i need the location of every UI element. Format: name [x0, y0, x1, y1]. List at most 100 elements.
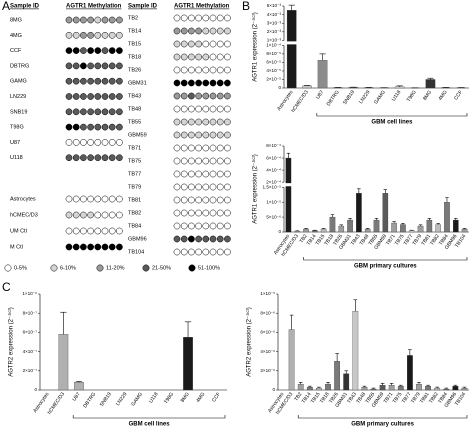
- methylation-dot: [72, 77, 80, 85]
- methylation-dot: [108, 154, 116, 162]
- sample-id: TB77: [128, 171, 141, 177]
- methylation-dot: [202, 196, 210, 204]
- x-tick-label: U118: [391, 89, 403, 102]
- methylation-dot: [195, 235, 202, 243]
- methylation-dot: [195, 209, 202, 217]
- methylation-dot: [209, 53, 217, 61]
- methylation-dot: [202, 66, 210, 74]
- methylation-dot: [188, 170, 195, 178]
- methylation-dot: [216, 209, 224, 217]
- x-tick-label: GAMG: [373, 89, 387, 105]
- methylation-dot: [72, 123, 80, 131]
- methylation-dot: [116, 108, 123, 116]
- methylation-dot: [116, 47, 123, 54]
- methylation-dot: [101, 211, 109, 219]
- x-tick-label: TB18: [323, 233, 335, 246]
- bar: [288, 329, 295, 391]
- methylation-dot: [65, 47, 73, 54]
- methylation-dot: [94, 139, 102, 146]
- methylation-dot: [202, 170, 210, 178]
- methylation-dot: [188, 183, 195, 191]
- methylation-dot: [108, 195, 116, 203]
- methylation-dot: [202, 131, 210, 139]
- methylation-dot: [209, 92, 217, 100]
- methylation-dot: [216, 53, 224, 61]
- methylation-dot: [173, 66, 181, 74]
- methylation-dot: [116, 243, 123, 251]
- methylation-dot: [101, 139, 109, 146]
- bar: [317, 60, 328, 89]
- methylation-dot: [94, 31, 102, 39]
- methylation-dot: [224, 105, 231, 113]
- methylation-dot: [101, 195, 109, 203]
- methylation-dot: [87, 243, 94, 251]
- methylation-dot: [87, 211, 94, 219]
- bar: [394, 86, 405, 89]
- x-tick-label: CCF: [453, 89, 464, 101]
- x-tick-label: TB55: [367, 233, 379, 246]
- x-tick-label: TB2: [293, 391, 303, 402]
- methylation-dot: [72, 62, 80, 70]
- methylation-dot: [195, 40, 202, 48]
- legend-label: 51-100%: [198, 265, 220, 271]
- methylation-dot: [188, 157, 195, 165]
- bar: [306, 386, 313, 391]
- methylation-dot: [216, 105, 224, 113]
- methylation-dot: [202, 209, 210, 217]
- y-tick-label: 2×10⁻⁶: [260, 368, 275, 373]
- column-header: Sample ID: [128, 4, 158, 10]
- bar: [416, 384, 422, 391]
- group-bracket: [297, 415, 468, 419]
- methylation-dot: [195, 131, 202, 139]
- y-tick-label: 6×10⁻⁷: [23, 330, 38, 335]
- group-label: GBM cell lines: [371, 120, 413, 126]
- methylation-dot: [216, 183, 224, 191]
- methylation-dot: [195, 27, 202, 35]
- sample-id: M Ctl: [10, 244, 23, 250]
- methylation-dot: [94, 108, 102, 116]
- x-tick-label: TB77: [401, 391, 413, 404]
- x-tick-label: CCF: [211, 391, 222, 403]
- methylation-dot: [202, 118, 210, 126]
- sample-id: TB48: [128, 106, 141, 112]
- group-bracket: [303, 257, 468, 261]
- y-tick-label: 2×10⁻⁷: [23, 368, 38, 373]
- panel-label: C: [2, 280, 11, 294]
- methylation-dot: [87, 195, 94, 203]
- methylation-dot: [188, 118, 195, 126]
- sample-id: GBM96: [128, 236, 147, 242]
- bar: [325, 384, 331, 391]
- methylation-dot: [173, 131, 181, 139]
- x-tick-label: TB15: [310, 391, 322, 404]
- x-tick-label: TB75: [394, 233, 406, 246]
- y-tick-label: 0: [278, 229, 281, 234]
- sample-id: TB55: [128, 119, 141, 125]
- y-tick-label: 1×10⁻⁶: [22, 291, 37, 296]
- y-tick-label: 4×10⁻³: [267, 12, 282, 17]
- x-tick-label: 4MG: [437, 89, 448, 101]
- methylation-dot: [173, 196, 181, 204]
- y-tick-label: 6×10⁻⁶: [260, 330, 275, 335]
- bar: [417, 225, 424, 233]
- bar: [425, 386, 431, 391]
- methylation-dot: [195, 92, 202, 100]
- x-tick-label: TB77: [403, 233, 415, 246]
- methylation-dot: [72, 16, 80, 24]
- methylation-dot: [209, 235, 217, 243]
- group-label: GBM primary cultures: [354, 264, 417, 270]
- bar: [407, 355, 413, 391]
- methylation-dot: [180, 79, 188, 87]
- methylation-dot: [108, 123, 116, 131]
- methylation-dot: [72, 227, 80, 235]
- methylation-dot: [173, 209, 181, 217]
- legend-label: 21-50%: [152, 265, 171, 271]
- sample-id: U118: [10, 155, 23, 161]
- bar: [434, 387, 441, 391]
- panel-label: A: [2, 0, 10, 13]
- methylation-dot: [180, 144, 188, 152]
- y-axis-label: AGTR1 expression (2⁻ᐞᶜᵗ): [252, 12, 259, 82]
- methylation-dot: [202, 144, 210, 152]
- x-tick-label: TB18: [319, 391, 331, 404]
- methylation-dot: [80, 227, 87, 235]
- methylation-dot: [195, 79, 202, 87]
